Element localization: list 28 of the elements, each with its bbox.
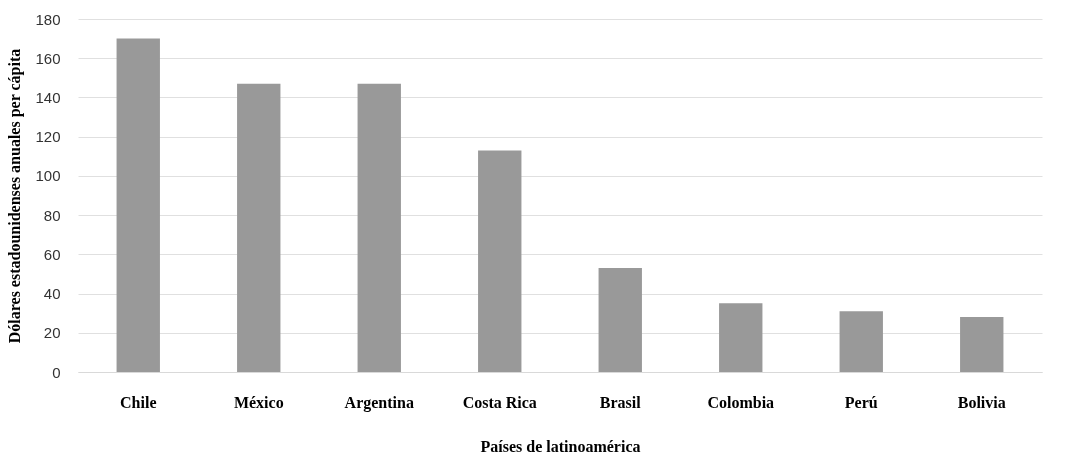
bar [237,83,281,372]
y-tick-label: 140 [35,88,61,106]
y-tick-label: 160 [35,49,61,67]
y-axis-title: Dólares estadounidenses anuales per cápita [6,48,25,344]
bar [478,150,522,372]
x-tick-label: Brasil [599,393,642,411]
x-tick-label: México [233,393,284,411]
y-tick-label: 80 [43,206,61,224]
x-axis-title: Países de latinoamérica [480,437,641,455]
y-tick-label: 0 [52,363,61,381]
bar [719,303,763,372]
y-tick-label: 20 [43,324,61,342]
bar [598,268,642,372]
bar [357,83,401,372]
y-tick-label: 120 [35,128,61,146]
x-tick-label: Argentina [344,393,414,412]
bar [960,317,1004,372]
x-tick-label: Bolivia [957,393,1006,411]
x-tick-label: Chile [120,393,157,411]
y-tick-label: 180 [35,10,61,28]
y-tick-label: 40 [43,285,61,303]
bar [839,311,883,372]
x-tick-label: Perú [844,393,878,411]
y-tick-label: 100 [35,167,61,185]
bar [116,38,160,372]
y-tick-label: 60 [43,245,61,263]
x-tick-label: Colombia [707,393,775,411]
x-tick-label: Costa Rica [462,393,537,411]
